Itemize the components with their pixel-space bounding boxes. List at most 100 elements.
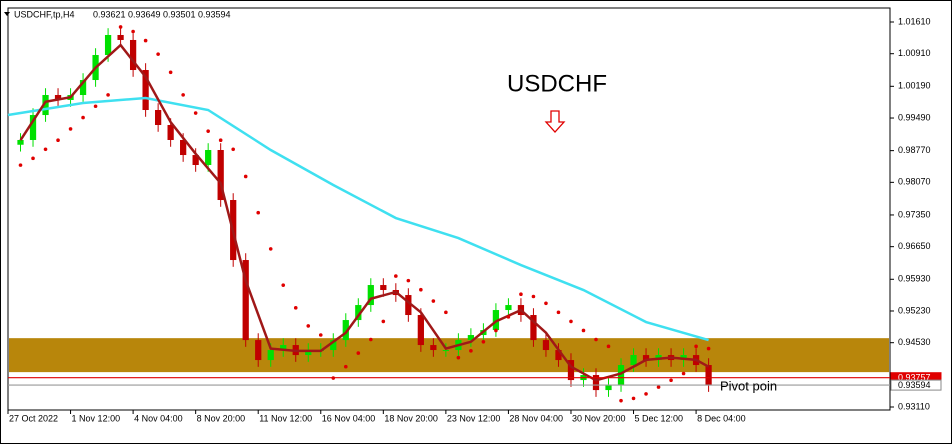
sar-dot [694, 344, 698, 349]
x-tick-label: 8 Nov 20:00 [197, 413, 246, 423]
sar-dot [106, 93, 110, 97]
header-ohlc: 0.93501 [163, 9, 196, 19]
price-tag-label: 0.93757 [898, 373, 931, 383]
sar-dot [556, 310, 561, 315]
sar-dot [281, 283, 286, 287]
candle-body [542, 340, 550, 351]
sar-dot [619, 398, 623, 403]
sar-dot [381, 319, 386, 324]
sar-dot [369, 337, 373, 342]
x-tick-label: 16 Nov 04:00 [322, 413, 376, 423]
sar-dot [43, 147, 48, 152]
sar-dot [31, 156, 35, 161]
sar-dot [218, 138, 223, 143]
sar-dot [268, 247, 273, 251]
y-tick-label: 0.95230 [898, 305, 931, 315]
candle-body [117, 34, 124, 40]
sar-dot [394, 274, 398, 278]
sar-dot [306, 324, 311, 328]
sar-dot [93, 104, 98, 109]
sar-dot [669, 378, 673, 383]
header-icon [4, 12, 10, 16]
plot-border [7, 7, 891, 411]
sar-dot [431, 299, 436, 303]
candle-body [104, 34, 112, 56]
candle-body [505, 305, 512, 311]
x-tick-label: 1 Nov 12:00 [72, 413, 121, 423]
sar-dot [68, 127, 73, 131]
x-tick-label: 23 Nov 12:00 [447, 413, 501, 423]
y-tick-label: 0.94530 [898, 337, 931, 347]
sar-dot [519, 292, 523, 297]
sar-dot [506, 315, 511, 319]
y-tick-label: 0.96650 [898, 241, 931, 251]
candle-body [592, 375, 600, 391]
x-tick-label: 30 Nov 20:00 [572, 413, 626, 423]
sar-dot [343, 364, 348, 369]
x-tick-label: 27 Oct 2022 [9, 413, 58, 423]
candle-body [280, 345, 287, 351]
candle-body [417, 315, 424, 346]
candle-body [167, 124, 174, 140]
candle-body [467, 335, 475, 341]
candle-body [642, 355, 650, 361]
y-tick-label: 0.98070 [898, 177, 931, 187]
sar-dot [481, 339, 486, 344]
down-arrow [544, 110, 566, 133]
sar-dot [231, 147, 235, 152]
sar-dot [606, 344, 611, 349]
y-tick-label: 1.00190 [898, 81, 931, 91]
candle-body [442, 350, 449, 352]
candle-body [129, 39, 137, 71]
sar-dot [168, 70, 173, 75]
sar-dot [206, 129, 210, 133]
y-tick-label: 0.97350 [898, 209, 931, 219]
x-tick-label: 4 Nov 04:00 [134, 413, 183, 423]
y-tick-label: 0.98770 [898, 145, 931, 155]
candle-body [29, 115, 37, 140]
sar-dot [256, 210, 261, 215]
sar-dot [456, 355, 461, 360]
sar-dot [293, 306, 298, 310]
candle-body [342, 320, 349, 341]
candle-body [142, 70, 149, 111]
sar-dot [581, 328, 586, 333]
level-label: Pivot poin [720, 379, 777, 394]
sar-dot [681, 371, 686, 376]
candle-body [430, 345, 437, 351]
candle-body [705, 365, 712, 386]
candle-body [17, 139, 24, 145]
sar-dot [18, 163, 23, 167]
header-ohlc: 0.93649 [128, 9, 161, 19]
sar-dot [644, 392, 648, 396]
sar-dot [531, 294, 536, 299]
candle-body [42, 95, 49, 116]
header-ohlc: 0.93621 [93, 9, 126, 19]
candle-body [530, 315, 537, 341]
candle-body [180, 139, 187, 156]
sar-dot [406, 278, 411, 283]
sar-dot [444, 310, 448, 315]
price-tag-label: 0.93594 [898, 380, 931, 390]
plot: 1.01610 1.00910 1.00190 0.99490 0.98770 0.980… [7, 16, 931, 423]
sar-dot [494, 328, 498, 333]
moving-average [7, 96, 709, 342]
candle-body [355, 305, 362, 321]
sar-dot [356, 351, 361, 355]
candle-body [267, 350, 274, 361]
header-ohlc: 0.93594 [198, 9, 231, 19]
candle-body [405, 295, 412, 316]
sar-dot [193, 111, 198, 115]
candle-body [380, 285, 387, 291]
sar-dot [56, 138, 60, 143]
candle-body [630, 355, 637, 366]
x-tick-label: 28 Nov 04:00 [509, 413, 563, 423]
sar-dot [419, 287, 423, 292]
sar-dot [631, 396, 636, 401]
y-tick-label: 0.99490 [898, 112, 931, 122]
candle-body [555, 350, 562, 361]
x-tick-label: 18 Nov 20:00 [384, 413, 438, 423]
x-tick-label: 8 Dec 04:00 [697, 413, 746, 423]
